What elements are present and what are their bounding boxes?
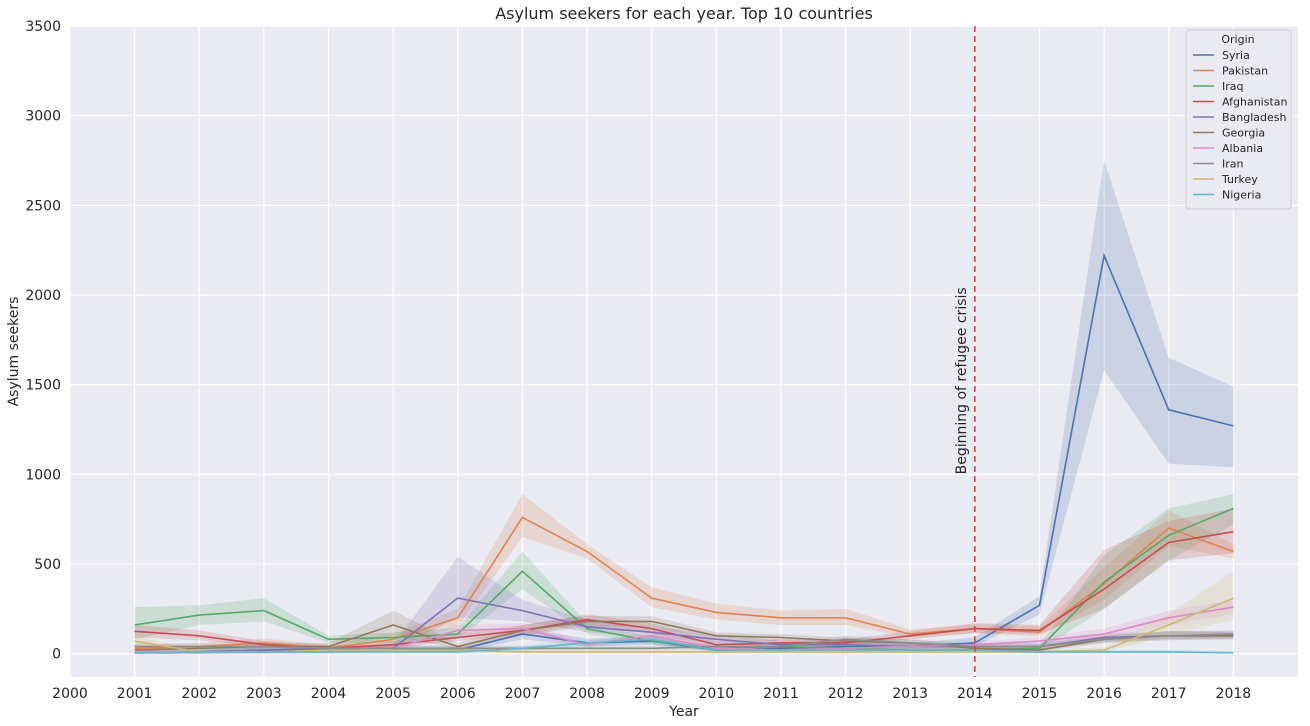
x-axis-ticks: 2000 2001 2002 2003 2004 2005 2006 2007 2008 2009… <box>52 686 1251 702</box>
legend-label-turkey: Turkey <box>1221 173 1258 186</box>
legend-label-afghanistan: Afghanistan <box>1222 96 1288 109</box>
series-line-iran <box>134 633 1234 650</box>
y-tick-label: 2500 <box>25 198 61 214</box>
y-tick-label: 1500 <box>25 378 61 394</box>
confidence-band-bangladesh <box>134 556 1234 654</box>
x-tick-label: 2001 <box>117 686 153 702</box>
x-tick-label: 2004 <box>311 686 347 702</box>
y-tick-label: 3000 <box>25 109 61 125</box>
plot-background <box>70 26 1298 677</box>
x-tick-label: 2015 <box>1022 686 1058 702</box>
x-tick-label: 2017 <box>1151 686 1187 702</box>
series-line-nigeria <box>134 638 1234 654</box>
legend-label-georgia: Georgia <box>1222 127 1265 140</box>
confidence-band-turkey <box>134 571 1234 654</box>
x-tick-label: 2003 <box>246 686 282 702</box>
y-tick-label: 500 <box>34 557 61 573</box>
y-tick-label: 3500 <box>25 19 61 35</box>
legend-label-pakistan: Pakistan <box>1222 65 1268 78</box>
x-tick-label: 2012 <box>828 686 864 702</box>
series-lines <box>134 252 1234 654</box>
x-tick-label: 2014 <box>957 686 993 702</box>
refugee-crisis-annotation: Beginning of refugee crisis <box>954 287 970 474</box>
x-tick-label: 2009 <box>634 686 670 702</box>
y-axis-label: Asylum seekers <box>6 297 22 407</box>
confidence-band-georgia <box>134 610 1234 652</box>
x-axis-label: Year <box>668 704 699 720</box>
confidence-band-albania <box>134 599 1234 654</box>
x-tick-label: 2000 <box>52 686 88 702</box>
chart-title: Asylum seekers for each year. Top 10 cou… <box>495 4 873 23</box>
x-tick-label: 2002 <box>181 686 217 702</box>
legend-label-syria: Syria <box>1222 49 1250 62</box>
legend-title: Origin <box>1221 33 1254 46</box>
legend-label-iraq: Iraq <box>1222 80 1244 93</box>
legend-label-albania: Albania <box>1222 142 1263 155</box>
legend-items: Syria Pakistan Iraq Afghanistan Bangladesh Ge… <box>1193 49 1288 202</box>
x-tick-label: 2006 <box>440 686 476 702</box>
y-tick-label: 1000 <box>25 467 61 483</box>
x-tick-label: 2005 <box>375 686 411 702</box>
legend-label-nigeria: Nigeria <box>1222 189 1261 202</box>
y-axis-ticks: 0 500 1000 1500 2000 2500 3000 3500 <box>25 19 61 663</box>
y-tick-label: 2000 <box>25 288 61 304</box>
legend-label-bangladesh: Bangladesh <box>1222 111 1287 124</box>
legend: Origin Syria Pakistan Iraq Afghanistan Bangl… <box>1185 29 1292 210</box>
x-tick-label: 2010 <box>698 686 734 702</box>
y-tick-label: 0 <box>52 647 61 663</box>
x-tick-label: 2013 <box>892 686 928 702</box>
x-tick-label: 2016 <box>1086 686 1122 702</box>
x-tick-label: 2011 <box>763 686 799 702</box>
series-line-georgia <box>134 620 1234 651</box>
x-tick-label: 2018 <box>1216 686 1252 702</box>
x-tick-label: 2007 <box>505 686 541 702</box>
legend-label-iran: Iran <box>1222 158 1244 171</box>
x-tick-label: 2008 <box>569 686 605 702</box>
